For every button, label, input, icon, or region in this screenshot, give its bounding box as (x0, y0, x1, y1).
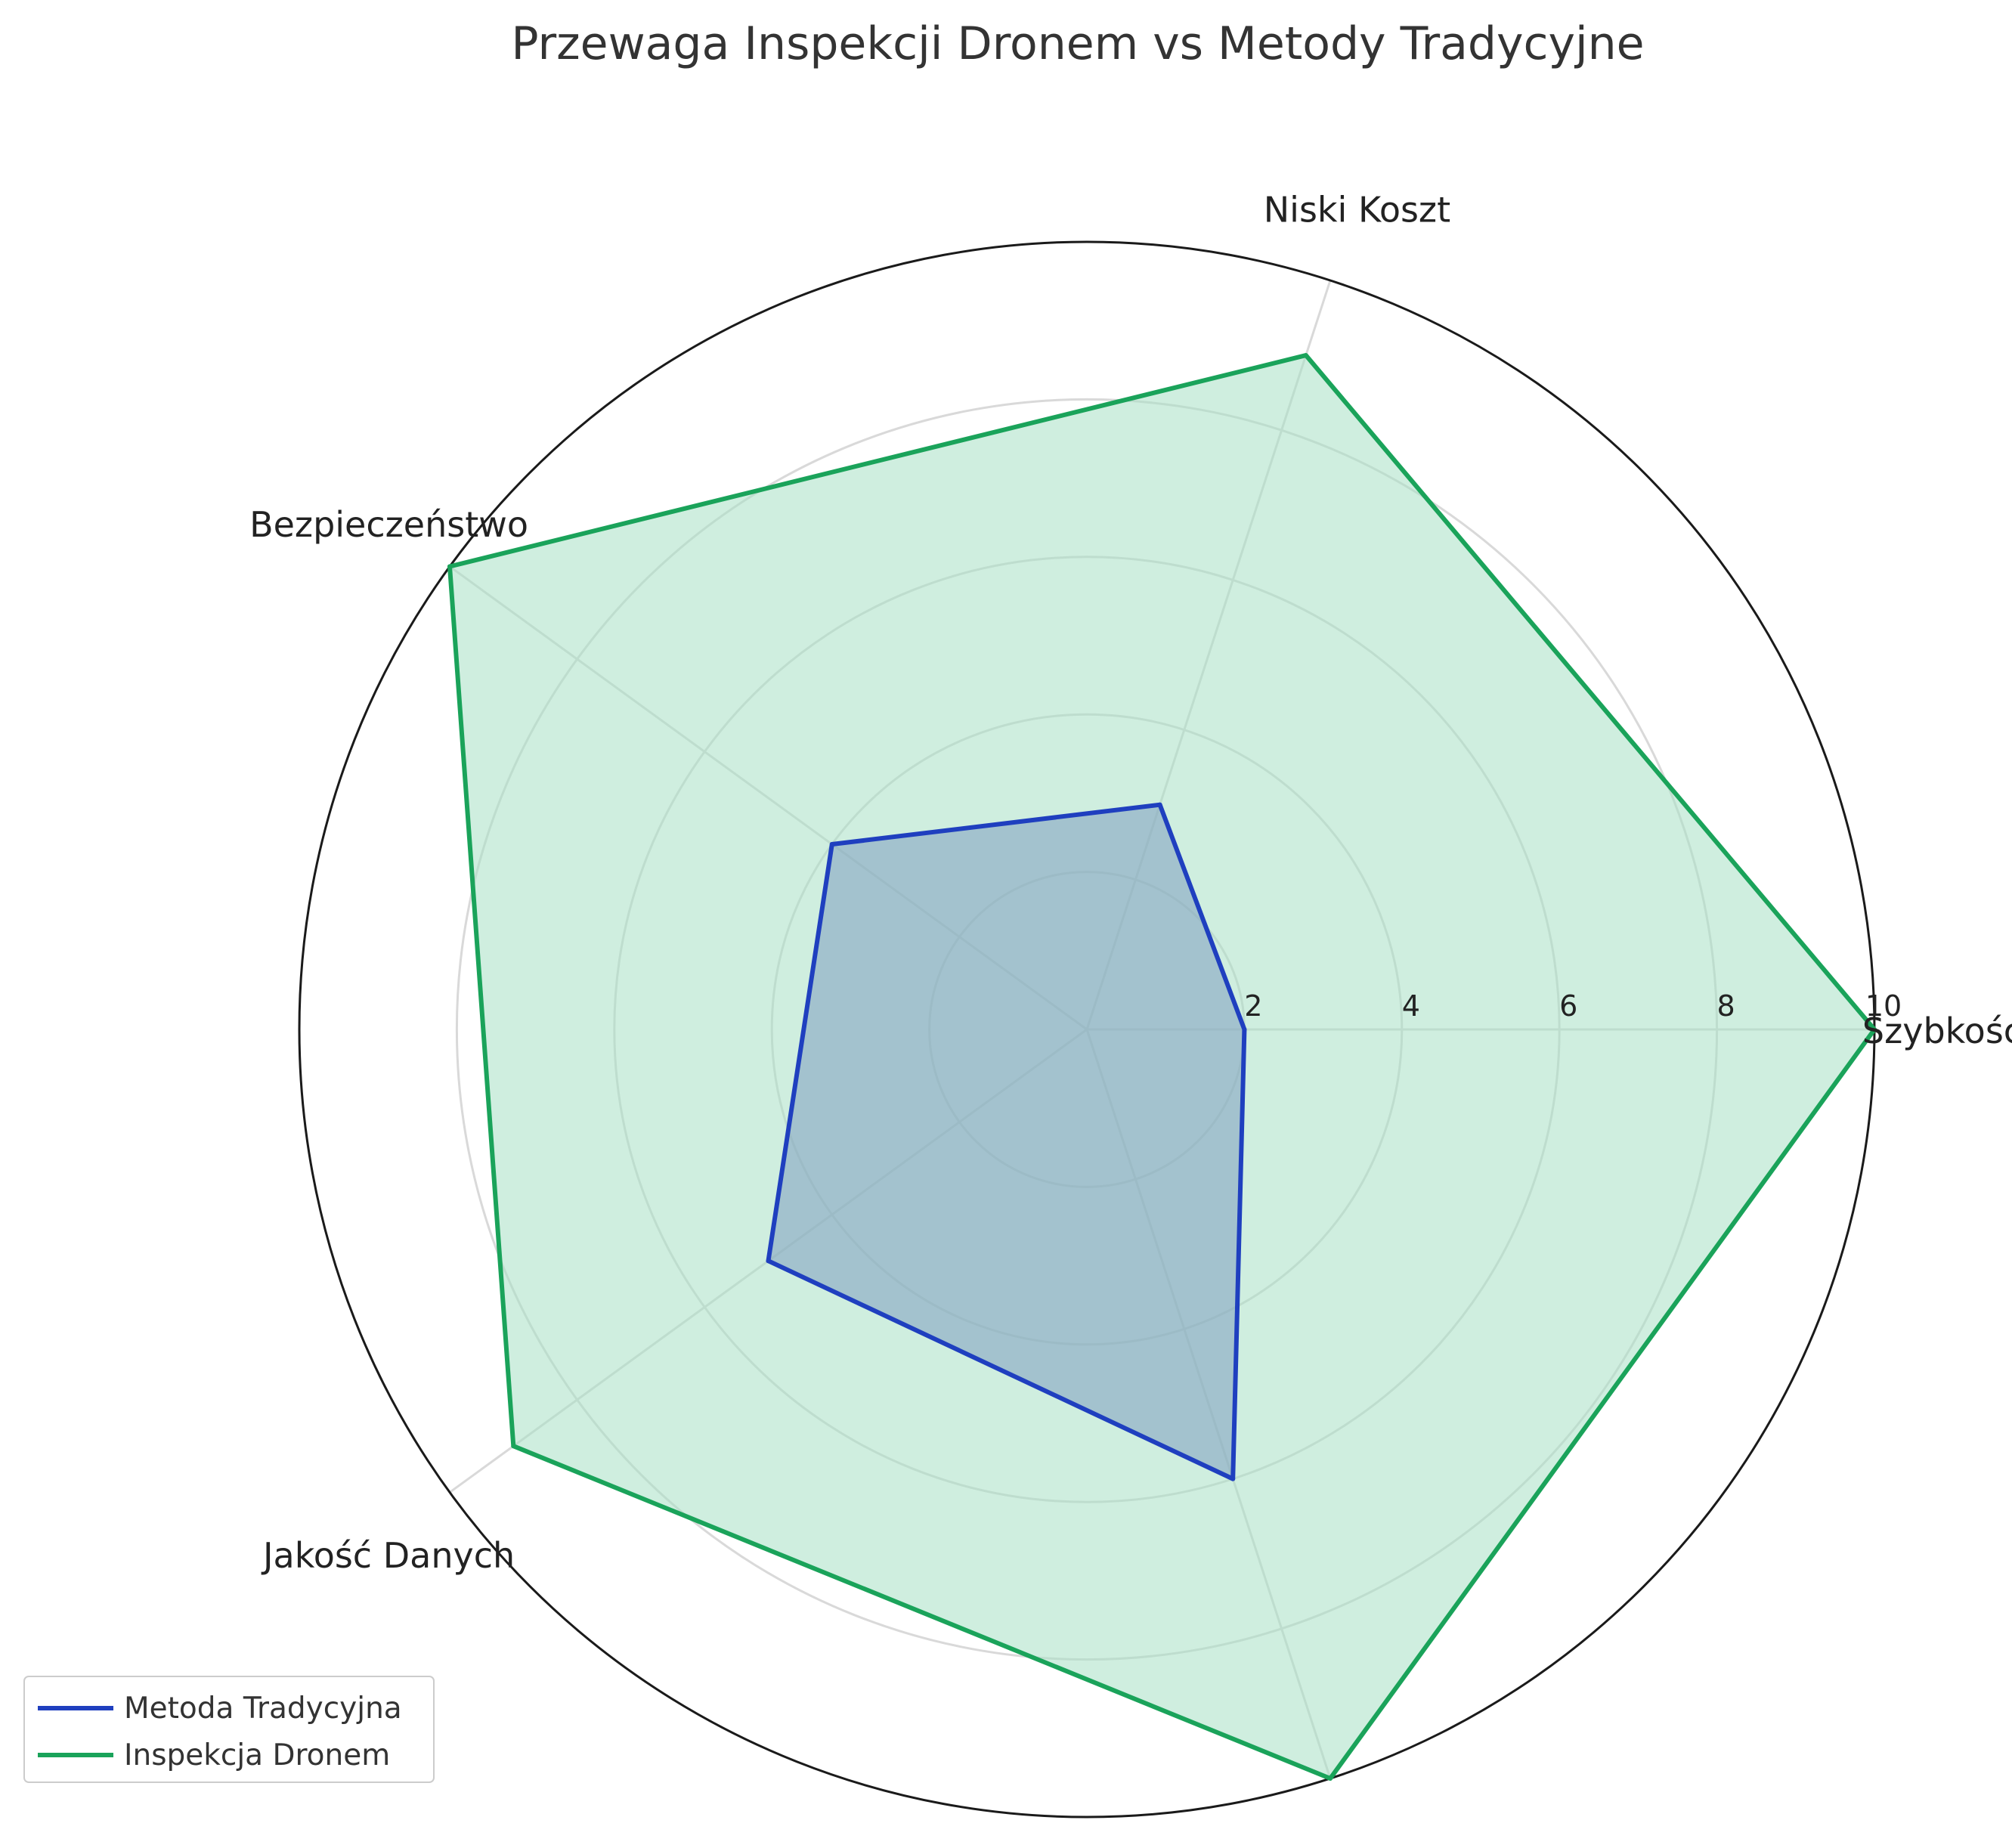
data-point (1327, 1776, 1333, 1781)
chart-title: Przewaga Inspekcji Dronem vs Metody Trad… (511, 17, 1644, 70)
data-point (1157, 802, 1162, 807)
category-label: Bezpieczeństwo (249, 504, 528, 545)
data-point (511, 1444, 516, 1449)
series-layer (447, 353, 1877, 1781)
r-tick-label: 4 (1402, 989, 1420, 1023)
category-label: Niski Koszt (1264, 189, 1450, 230)
data-point (766, 1258, 771, 1264)
category-label: Szybkość (1862, 1011, 2012, 1051)
data-point (1230, 1476, 1236, 1481)
data-point (1872, 1027, 1877, 1032)
data-point (447, 564, 453, 569)
series-line-0 (766, 802, 1247, 1481)
r-tick-label: 6 (1559, 989, 1577, 1023)
r-tick-label: 2 (1244, 989, 1262, 1023)
data-point (1303, 353, 1308, 358)
legend: Metoda Tradycyjna Inspekcja Dronem (23, 1676, 435, 1783)
legend-box (23, 1676, 435, 1783)
legend-label-1: Inspekcja Dronem (124, 1738, 390, 1772)
data-point (829, 842, 834, 847)
category-label: Jakość Danych (261, 1535, 515, 1576)
legend-label-0: Metoda Tradycyjna (124, 1692, 402, 1726)
category-label: Dostępność (1255, 1841, 1459, 1845)
r-tick-label: 10 (1865, 989, 1902, 1023)
series-fill-0 (768, 804, 1245, 1479)
data-point (1242, 1027, 1247, 1032)
r-tick-label: 8 (1717, 989, 1735, 1023)
series-line-1 (447, 353, 1877, 1781)
